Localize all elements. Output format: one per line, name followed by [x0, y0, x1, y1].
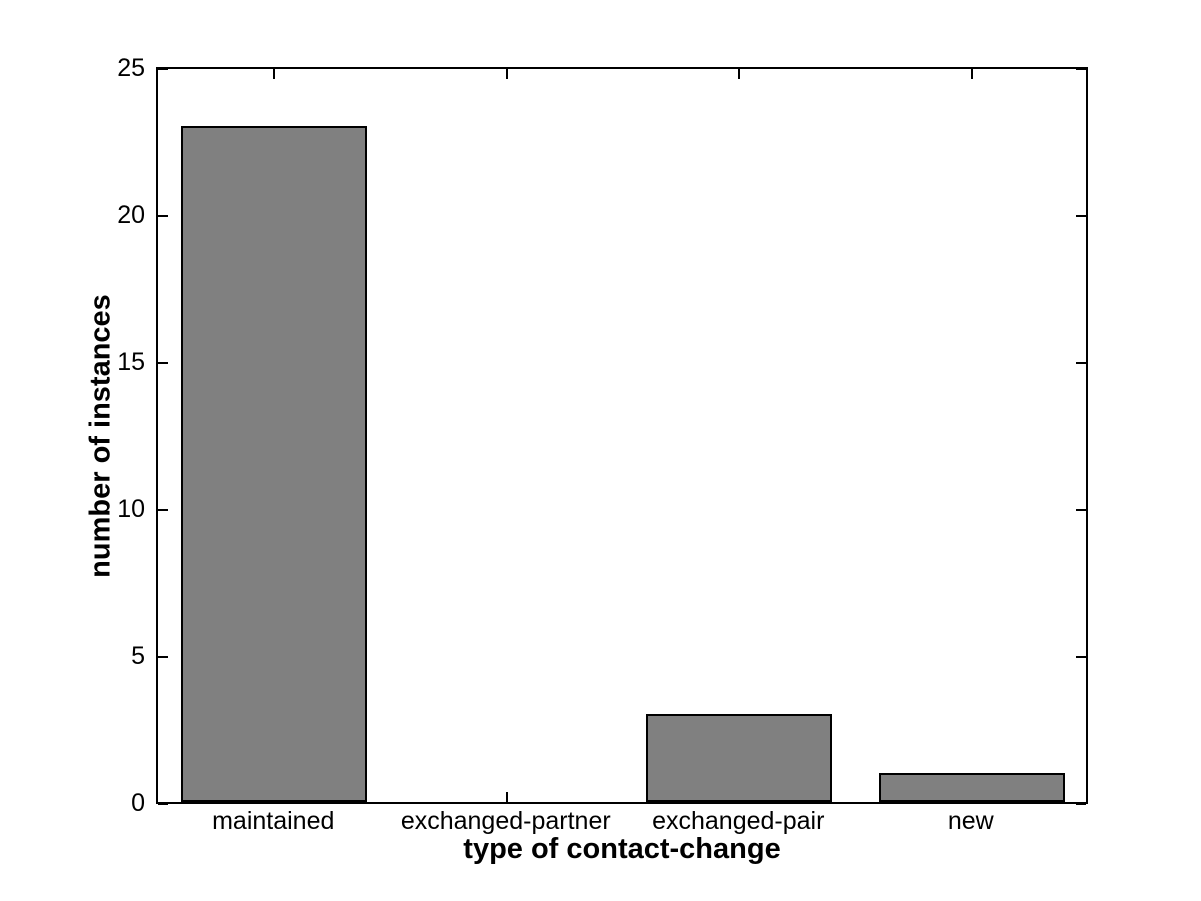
- y-tick-left: [158, 803, 168, 805]
- y-tick-label: 0: [131, 789, 145, 817]
- y-tick-right: [1076, 362, 1086, 364]
- bar-maintained: [181, 125, 368, 802]
- y-tick-left: [158, 68, 168, 70]
- y-tick-left: [158, 509, 168, 511]
- y-tick-right: [1076, 215, 1086, 217]
- y-tick-right: [1076, 68, 1086, 70]
- y-axis-label: number of instances: [84, 294, 117, 578]
- x-tick-top: [273, 69, 276, 79]
- y-tick-left: [158, 656, 168, 658]
- bar-exchanged-pair: [646, 713, 833, 802]
- y-tick-left: [158, 362, 168, 364]
- y-tick-label: 25: [117, 54, 145, 82]
- x-tick-label: exchanged-partner: [400, 807, 611, 835]
- y-tick-right: [1076, 803, 1086, 805]
- x-tick-label: new: [947, 807, 994, 835]
- x-tick-label: exchanged-pair: [652, 807, 825, 835]
- y-tick-right: [1076, 656, 1086, 658]
- x-tick-top: [738, 69, 741, 79]
- bar-new: [878, 772, 1065, 802]
- y-tick-label: 15: [117, 348, 145, 376]
- y-tick-label: 20: [117, 201, 145, 229]
- y-tick-left: [158, 215, 168, 217]
- x-axis-label: type of contact-change: [463, 833, 781, 865]
- y-tick-right: [1076, 509, 1086, 511]
- x-tick-top: [970, 69, 973, 79]
- plot-area: [156, 67, 1088, 805]
- x-tick-top: [505, 69, 508, 79]
- y-tick-label: 5: [131, 642, 145, 670]
- y-tick-label: 10: [117, 495, 145, 523]
- x-tick-bottom: [505, 792, 508, 802]
- x-tick-label: maintained: [212, 807, 335, 835]
